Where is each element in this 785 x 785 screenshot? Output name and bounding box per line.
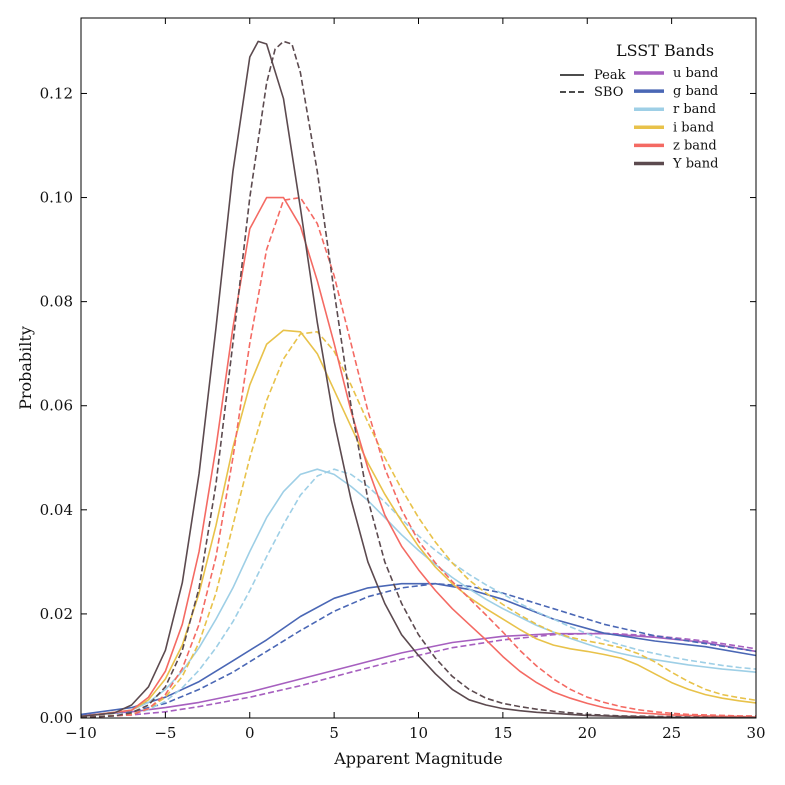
x-tick-label: 5 bbox=[329, 724, 339, 742]
style-legend-sbo-label: SBO bbox=[594, 85, 623, 100]
x-tick-label: 10 bbox=[409, 724, 428, 742]
y-axis-label: Probabilty bbox=[16, 326, 35, 410]
series-g-peak-line bbox=[80, 582, 757, 716]
x-tick-label: 25 bbox=[662, 724, 681, 742]
band-legend-i-label: i band bbox=[673, 120, 714, 135]
series-u-sbo-line bbox=[80, 632, 757, 718]
x-tick-label: 20 bbox=[578, 724, 597, 742]
band-legend-g-label: g band bbox=[673, 84, 718, 99]
band-legend-u-label: u band bbox=[673, 66, 718, 81]
series-r-peak-line bbox=[80, 468, 757, 718]
y-tick-label: 0.10 bbox=[40, 189, 73, 207]
series-y-sbo-line bbox=[80, 40, 756, 719]
y-tick-label: 0.06 bbox=[40, 397, 73, 415]
series-y-peak-line bbox=[80, 40, 756, 719]
y-tick-label: 0.08 bbox=[40, 293, 73, 311]
y-tick-label: 0.04 bbox=[40, 501, 73, 519]
band-legend: LSST Bands u band g band r band i band z ban… bbox=[616, 41, 719, 172]
y-tick-label: 0.00 bbox=[40, 709, 73, 727]
band-legend-z-label: z band bbox=[673, 138, 717, 153]
series-u-peak-line bbox=[80, 632, 757, 717]
series-layer bbox=[80, 40, 757, 719]
style-legend-peak-label: Peak bbox=[594, 68, 626, 83]
series-r-sbo-line bbox=[80, 468, 757, 718]
y-tick-label: 0.02 bbox=[40, 605, 73, 623]
x-tick-label: 15 bbox=[493, 724, 512, 742]
x-tick-label: −5 bbox=[154, 724, 176, 742]
ticks-layer: −10 −5 0 5 10 15 20 25 30 0.00 0.02 0.04 0.06 0.08 0.1… bbox=[40, 18, 766, 742]
x-tick-label: −10 bbox=[65, 724, 97, 742]
x-tick-label: 0 bbox=[245, 724, 255, 742]
series-i-peak-line bbox=[80, 329, 757, 718]
y-tick-label: 0.12 bbox=[40, 84, 73, 102]
series-z-sbo-line bbox=[80, 196, 756, 719]
band-legend-title: LSST Bands bbox=[616, 41, 714, 60]
series-z-peak-line bbox=[80, 196, 757, 718]
series-i-sbo-line bbox=[80, 330, 757, 719]
band-legend-r-label: r band bbox=[673, 102, 716, 117]
x-axis-label: Apparent Magnitude bbox=[333, 749, 503, 768]
style-legend: Peak SBO bbox=[560, 68, 626, 100]
x-tick-label: 30 bbox=[746, 724, 765, 742]
band-legend-y-label: Y band bbox=[672, 157, 718, 172]
plot-frame bbox=[80, 17, 757, 719]
